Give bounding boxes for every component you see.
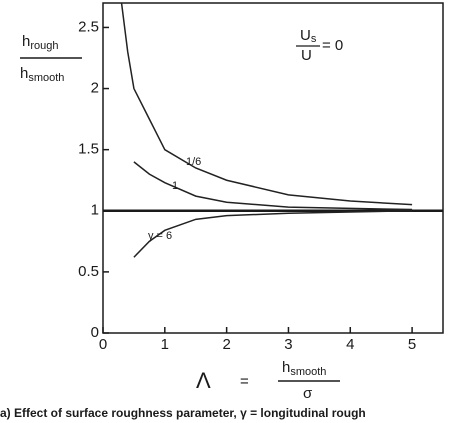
series-label: 1/6 [186, 156, 201, 168]
y-tick-label: 2.5 [78, 18, 99, 35]
x-tick-label: 4 [346, 336, 354, 353]
y-tick-label: 1.5 [78, 141, 99, 158]
y-tick-label: 2 [91, 80, 99, 97]
series-label: 1 [172, 180, 178, 192]
x-label-numerator: hsmooth [282, 359, 326, 378]
x-label-symbol: Λ [196, 368, 211, 393]
y-label-denominator: hsmooth [20, 65, 64, 84]
annotation-equals: = 0 [322, 37, 343, 54]
series-line [133, 161, 413, 211]
annotation: Us U = 0 [296, 27, 343, 64]
y-tick-label: 0.5 [78, 263, 99, 280]
x-label-denominator: σ [303, 385, 313, 402]
x-tick-label: 0 [99, 336, 107, 353]
x-tick-label: 1 [161, 336, 169, 353]
y-tick-label: 0 [91, 324, 99, 341]
annotation-numerator: Us [300, 27, 317, 45]
plot-frame [102, 2, 444, 334]
caption: a) Effect of surface roughness parameter… [0, 406, 366, 420]
x-tick-label: 5 [408, 336, 416, 353]
y-tick-label: 1 [91, 202, 99, 219]
annotation-denominator: U [301, 47, 312, 64]
series-line [133, 210, 413, 258]
y-label-numerator: hrough [22, 33, 58, 52]
x-tick-label: 3 [284, 336, 292, 353]
series-label: γ = 6 [148, 230, 172, 242]
y-axis-label: hrough hsmooth [20, 33, 82, 84]
x-tick-label: 2 [222, 336, 230, 353]
x-label-equals: = [240, 373, 249, 390]
x-axis-label: Λ = hsmooth σ [196, 359, 340, 402]
series-line [120, 2, 413, 206]
